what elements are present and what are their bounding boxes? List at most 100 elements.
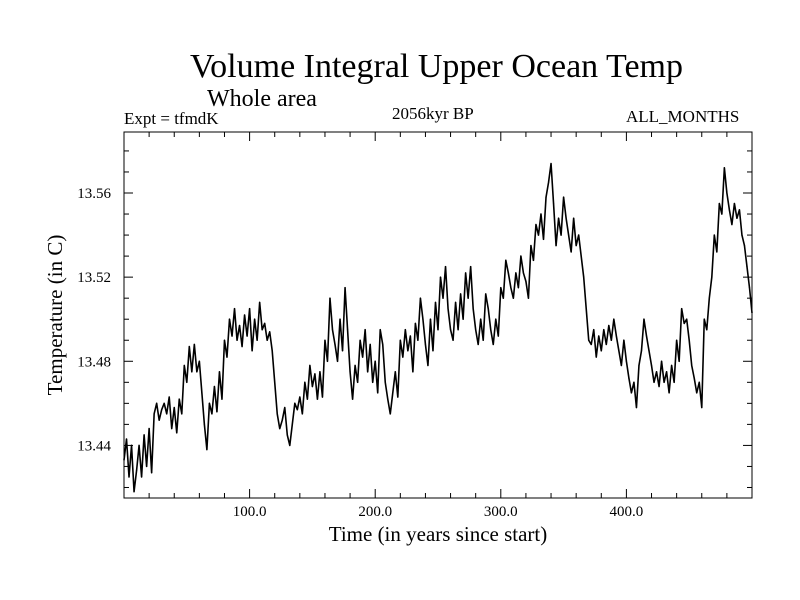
data-point: [168, 396, 170, 398]
data-point: [623, 339, 625, 341]
data-point: [301, 413, 303, 415]
data-point: [166, 413, 168, 415]
data-point: [703, 318, 705, 320]
data-point: [178, 398, 180, 400]
data-point: [477, 343, 479, 346]
data-point: [743, 244, 746, 247]
data-point: [660, 360, 663, 362]
data-point: [346, 329, 349, 331]
data-point: [454, 301, 457, 303]
data-point: [394, 371, 396, 373]
data-point: [573, 217, 575, 219]
data-point: [676, 339, 678, 341]
data-point: [326, 360, 329, 362]
data-point: [319, 371, 321, 373]
data-point: [193, 343, 195, 346]
data-point: [708, 297, 710, 299]
data-point: [598, 335, 600, 337]
data-point: [580, 255, 582, 257]
data-point: [387, 398, 389, 400]
data-point: [570, 251, 572, 253]
data-point: [487, 308, 489, 310]
data-point: [269, 331, 271, 333]
data-point: [540, 213, 542, 215]
experiment-label: Expt = tfmdK: [124, 109, 219, 128]
data-point: [289, 444, 291, 447]
data-point: [246, 335, 248, 337]
data-point: [527, 297, 530, 299]
data-point: [146, 465, 148, 468]
axis-ticks: [124, 132, 752, 498]
x-tick-label: 100.0: [233, 504, 267, 520]
data-point: [693, 377, 695, 379]
data-point: [299, 396, 301, 398]
data-point: [655, 371, 658, 373]
data-point: [452, 339, 454, 341]
data-point: [588, 339, 590, 341]
data-point: [696, 392, 698, 394]
data-point: [517, 287, 519, 289]
data-point: [515, 272, 517, 274]
data-point: [475, 329, 477, 331]
x-tick-label: 300.0: [484, 504, 518, 520]
data-point: [678, 360, 680, 362]
data-point: [502, 297, 504, 299]
data-point: [472, 308, 474, 310]
data-point: [532, 259, 535, 261]
data-point: [377, 392, 379, 394]
data-point: [716, 251, 718, 253]
data-point: [256, 339, 258, 341]
data-point: [203, 423, 205, 425]
data-point: [284, 406, 286, 409]
data-point: [382, 343, 384, 346]
data-point: [723, 167, 725, 169]
data-point: [465, 272, 467, 274]
data-point: [213, 385, 216, 388]
data-point: [161, 409, 163, 411]
data-point: [294, 402, 296, 404]
data-point: [422, 318, 424, 320]
data-point: [407, 350, 409, 352]
data-point: [128, 476, 130, 478]
data-point: [429, 318, 432, 320]
data-point: [427, 364, 429, 367]
data-point: [279, 427, 281, 430]
data-point: [535, 223, 537, 226]
data-point: [530, 244, 532, 247]
data-point: [389, 413, 391, 415]
data-point: [186, 381, 188, 383]
data-point: [665, 371, 668, 373]
data-point: [688, 339, 690, 341]
data-point: [130, 444, 133, 447]
data-point: [658, 385, 660, 388]
data-point: [648, 350, 650, 352]
data-point: [372, 381, 374, 383]
data-point: [357, 381, 359, 383]
data-point: [434, 301, 437, 303]
data-point: [490, 329, 492, 331]
data-point: [306, 398, 308, 400]
data-point: [643, 318, 645, 320]
data-point: [123, 459, 125, 461]
data-point: [196, 371, 198, 373]
data-point: [560, 234, 562, 236]
data-point: [650, 364, 653, 367]
data-point: [153, 413, 155, 415]
data-point: [211, 413, 213, 415]
data-point: [457, 329, 459, 331]
data-point: [645, 335, 648, 337]
data-point: [276, 413, 278, 415]
data-point: [286, 434, 288, 436]
data-point: [351, 398, 354, 400]
data-point: [437, 329, 439, 331]
data-point: [512, 297, 514, 299]
data-point: [505, 259, 507, 261]
data-point: [746, 266, 748, 268]
data-point: [176, 432, 178, 434]
data-point: [449, 329, 452, 331]
data-point: [344, 287, 346, 289]
data-point: [550, 162, 552, 165]
y-tick-label: 13.56: [77, 186, 111, 202]
data-point: [274, 381, 276, 383]
data-point: [374, 360, 376, 362]
